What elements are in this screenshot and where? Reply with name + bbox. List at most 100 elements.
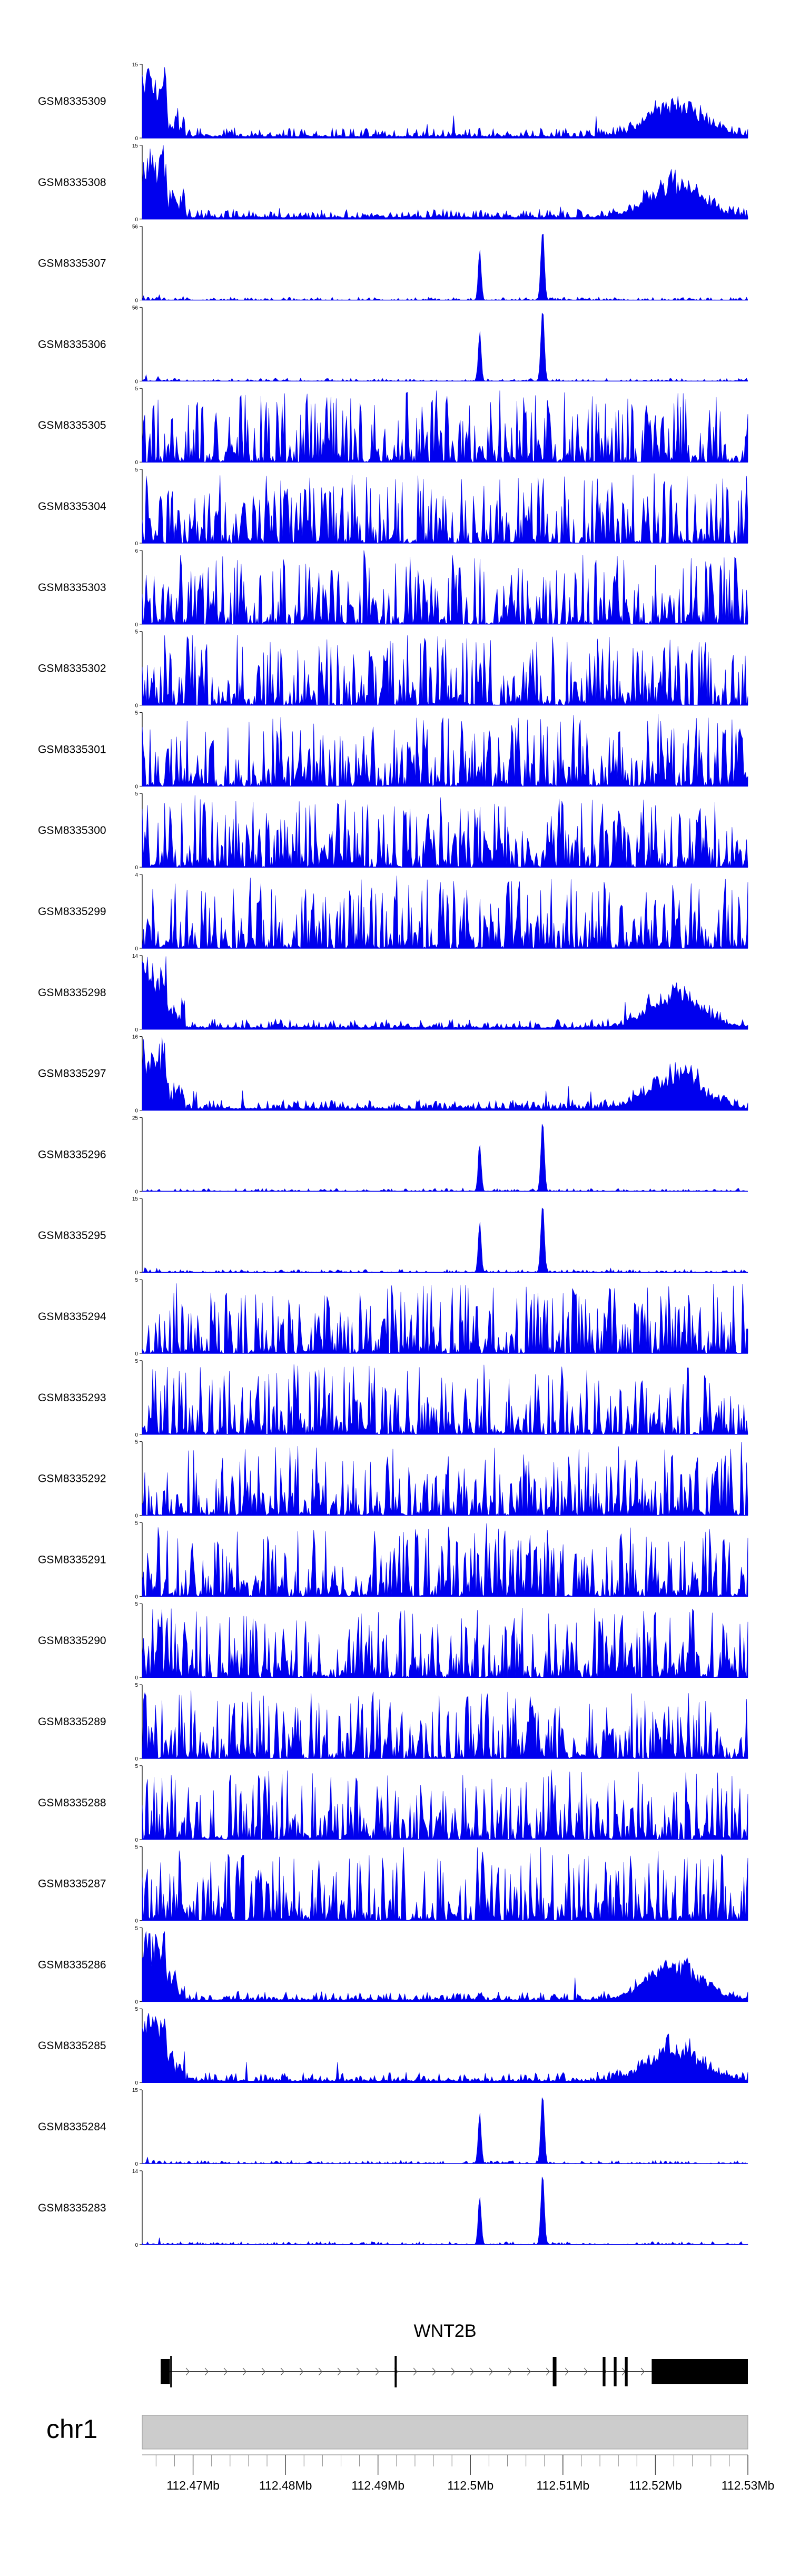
- chromosome-label: chr1: [46, 2414, 97, 2444]
- track-label: GSM8335304: [38, 500, 106, 513]
- signal-area: [142, 1364, 748, 1435]
- y-max-label: 5: [135, 710, 138, 716]
- track-label: GSM8335309: [38, 95, 106, 107]
- y-min-label: 0: [135, 2080, 138, 2086]
- signal-area: [142, 956, 748, 1030]
- track-label: GSM8335289: [38, 1716, 106, 1728]
- signal-area: [142, 473, 748, 544]
- track-label: GSM8335284: [38, 2121, 106, 2133]
- track-GSM8335285: GSM8335285 5 0: [38, 2007, 748, 2086]
- y-min-label: 0: [135, 865, 138, 871]
- track-label: GSM8335297: [38, 1068, 106, 1080]
- strand-arrow: [584, 2367, 588, 2376]
- y-max-label: 5: [135, 1925, 138, 1931]
- y-max-label: 15: [132, 143, 139, 149]
- y-min-label: 0: [135, 1594, 138, 1600]
- track-label: GSM8335283: [38, 2202, 106, 2214]
- x-tick-label: 112.53Mb: [722, 2479, 775, 2492]
- strand-arrow: [432, 2367, 436, 2376]
- y-max-label: 5: [135, 1440, 138, 1446]
- x-tick-label: 112.5Mb: [447, 2479, 493, 2492]
- track-label: GSM8335290: [38, 1635, 106, 1647]
- y-max-label: 5: [135, 2007, 138, 2012]
- strand-arrow: [470, 2367, 474, 2376]
- track-label: GSM8335285: [38, 2040, 106, 2052]
- track-GSM8335300: GSM8335300 5 0: [38, 791, 748, 871]
- strand-arrow: [356, 2367, 360, 2376]
- y-min-label: 0: [135, 217, 138, 223]
- signal-area: [142, 2097, 748, 2164]
- signal-area: [142, 876, 748, 949]
- strand-arrow: [375, 2367, 379, 2376]
- signal-area: [142, 1441, 748, 1516]
- signal-area: [142, 1124, 748, 1192]
- track-label: GSM8335308: [38, 176, 106, 189]
- track-GSM8335287: GSM8335287 5 0: [38, 1845, 748, 1924]
- track-GSM8335286: GSM8335286 5 0: [38, 1925, 748, 2005]
- track-GSM8335297: GSM8335297 16 0: [38, 1035, 748, 1114]
- signal-area: [142, 1037, 748, 1110]
- y-max-label: 5: [135, 630, 138, 635]
- track-label: GSM8335307: [38, 258, 106, 270]
- y-max-label: 56: [132, 224, 139, 230]
- track-GSM8335295: GSM8335295 15 0: [38, 1196, 748, 1276]
- y-min-label: 0: [135, 136, 138, 142]
- strand-arrow: [489, 2367, 493, 2376]
- y-min-label: 0: [135, 1270, 138, 1276]
- track-label: GSM8335292: [38, 1473, 106, 1485]
- x-tick-label: 112.47Mb: [166, 2479, 220, 2492]
- strand-arrow: [223, 2367, 228, 2376]
- strand-arrow: [508, 2367, 512, 2376]
- y-min-label: 0: [135, 1513, 138, 1519]
- signal-area: [142, 1523, 748, 1597]
- y-max-label: 16: [132, 1035, 139, 1040]
- y-max-label: 5: [135, 386, 138, 392]
- y-max-label: 5: [135, 1277, 138, 1283]
- strand-arrow: [451, 2367, 455, 2376]
- y-min-label: 0: [135, 946, 138, 952]
- y-max-label: 25: [132, 1115, 139, 1121]
- y-max-label: 5: [135, 1359, 138, 1364]
- track-GSM8335288: GSM8335288 5 0: [38, 1764, 748, 1843]
- track-GSM8335305: GSM8335305 5 0: [38, 386, 748, 466]
- y-max-label: 56: [132, 305, 139, 311]
- signal-area: [142, 233, 748, 301]
- y-max-label: 5: [135, 467, 138, 473]
- strand-arrow: [546, 2367, 550, 2376]
- signal-area: [142, 1690, 748, 1759]
- signal-area: [142, 1847, 748, 1921]
- y-min-label: 0: [135, 1837, 138, 1843]
- signal-area: [142, 714, 748, 787]
- track-label: GSM8335300: [38, 824, 106, 837]
- y-min-label: 0: [135, 2243, 138, 2248]
- track-GSM8335294: GSM8335294 5 0: [38, 1277, 748, 1357]
- signal-area: [142, 312, 748, 381]
- track-label: GSM8335306: [38, 338, 106, 350]
- track-GSM8335293: GSM8335293 5 0: [38, 1359, 748, 1438]
- gene-exon: [651, 2359, 748, 2384]
- track-label: GSM8335303: [38, 582, 106, 594]
- track-GSM8335291: GSM8335291 5 0: [38, 1520, 748, 1600]
- gene-exon: [394, 2356, 397, 2387]
- y-max-label: 14: [132, 2169, 139, 2175]
- signal-area: [142, 1207, 748, 1273]
- gene-exon: [614, 2357, 617, 2386]
- signal-area: [142, 390, 748, 463]
- track-label: GSM8335298: [38, 987, 106, 999]
- gene-exon: [552, 2357, 557, 2386]
- signal-area: [142, 1769, 748, 1840]
- y-min-label: 0: [135, 1756, 138, 1762]
- track-GSM8335298: GSM8335298 14 0: [38, 953, 748, 1033]
- y-min-label: 0: [135, 298, 138, 304]
- track-label: GSM8335286: [38, 1959, 106, 1971]
- y-min-label: 0: [135, 1351, 138, 1357]
- y-min-label: 0: [135, 703, 138, 709]
- y-min-label: 0: [135, 622, 138, 628]
- chromosome-ideogram: [142, 2415, 748, 2450]
- x-tick-label: 112.48Mb: [259, 2479, 312, 2492]
- track-label: GSM8335302: [38, 663, 106, 675]
- track-label: GSM8335296: [38, 1148, 106, 1161]
- y-min-label: 0: [135, 1919, 138, 1924]
- y-max-label: 5: [135, 791, 138, 797]
- gene-exon: [603, 2357, 606, 2386]
